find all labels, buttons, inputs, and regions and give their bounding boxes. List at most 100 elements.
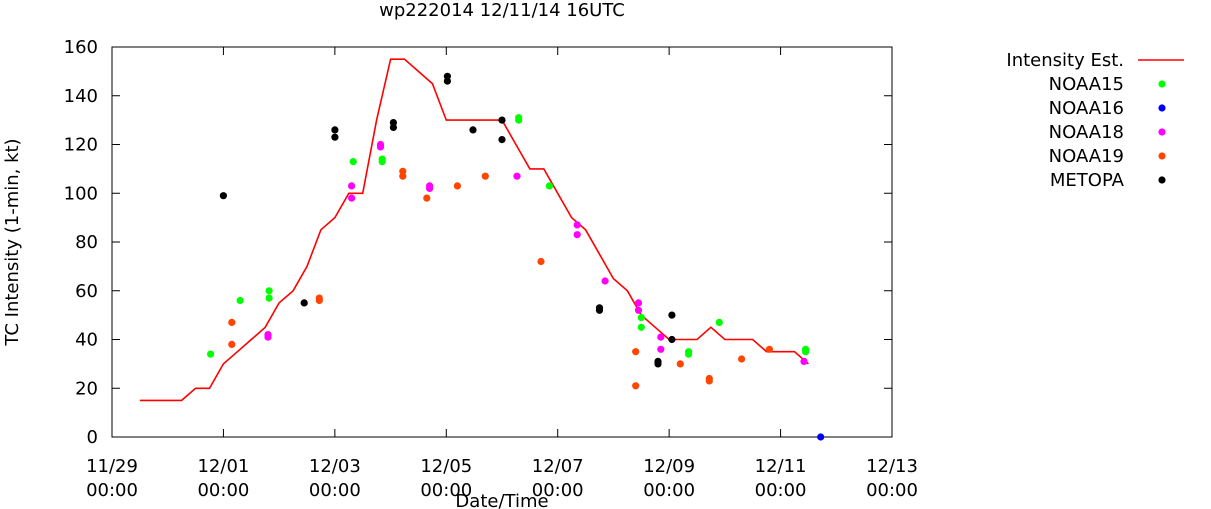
data-point-noaa19 <box>228 318 236 326</box>
data-point-noaa18 <box>348 182 356 190</box>
data-point-noaa18 <box>657 333 665 341</box>
data-point-metopa <box>331 126 339 134</box>
legend: Intensity Est. NOAA15 NOAA16 NOAA18 NOAA19 ME… <box>1006 50 1184 191</box>
x-tick-time: 00:00 <box>755 480 807 501</box>
data-point-metopa <box>300 299 308 307</box>
data-point-noaa19 <box>315 296 323 305</box>
y-tick-label: 80 <box>75 232 98 253</box>
data-point-noaa19 <box>676 360 684 368</box>
data-point-noaa15 <box>637 323 645 331</box>
data-point-noaa19 <box>399 172 407 180</box>
data-point-noaa18 <box>426 184 434 192</box>
data-point-noaa18 <box>601 277 609 285</box>
y-tick-label: 0 <box>87 427 98 448</box>
y-tick-label: 140 <box>64 86 98 107</box>
x-tick-time: 00:00 <box>643 480 695 501</box>
axes-layer: 0 20 40 60 80 100 120 140 160 11/29 00:00 12/01 00:0… <box>64 37 918 501</box>
data-point-noaa15 <box>265 294 273 302</box>
data-point-noaa19 <box>453 182 461 190</box>
data-point-noaa18 <box>348 194 356 202</box>
x-tick-time: 00:00 <box>532 480 584 501</box>
data-point-noaa18 <box>513 172 521 180</box>
data-point-noaa18 <box>657 345 665 353</box>
x-tick-date: 12/07 <box>532 456 584 477</box>
x-tick-time: 00:00 <box>309 480 361 501</box>
data-point-noaa15 <box>685 350 693 358</box>
y-tick-label: 160 <box>64 37 98 58</box>
y-tick-label: 20 <box>75 378 98 399</box>
data-point-noaa18 <box>634 299 643 307</box>
legend-swatch-noaa19 <box>1158 152 1166 160</box>
data-point-noaa19 <box>632 382 640 390</box>
data-point-metopa <box>654 360 662 368</box>
data-point-noaa15 <box>349 158 357 166</box>
x-tick-date: 12/13 <box>866 456 918 477</box>
data-point-noaa15 <box>515 116 523 124</box>
data-point-noaa15 <box>265 287 273 295</box>
y-tick-label: 100 <box>64 183 98 204</box>
legend-label-noaa19: NOAA19 <box>1049 146 1124 167</box>
data-point-noaa19 <box>423 194 431 202</box>
data-point-noaa15 <box>236 296 244 305</box>
data-point-noaa15 <box>545 182 554 190</box>
legend-swatch-noaa15 <box>1158 80 1166 88</box>
data-point-metopa <box>668 335 676 344</box>
data-point-noaa19 <box>228 340 236 348</box>
x-tick-time: 00:00 <box>197 480 249 501</box>
data-point-metopa <box>443 77 451 85</box>
data-point-noaa15 <box>802 348 810 356</box>
legend-label-noaa18: NOAA18 <box>1049 122 1124 143</box>
data-point-metopa <box>668 311 676 319</box>
data-point-noaa18 <box>800 357 808 365</box>
x-tick-time: 00:00 <box>866 480 918 501</box>
data-point-noaa19 <box>632 348 640 356</box>
data-point-metopa <box>389 123 397 131</box>
data-point-metopa <box>331 133 339 141</box>
data-point-noaa15 <box>715 318 723 326</box>
data-point-metopa <box>498 116 506 124</box>
legend-label-metopa: METOPA <box>1050 170 1125 191</box>
legend-swatch-metopa <box>1158 176 1166 184</box>
x-tick-date: 12/01 <box>197 456 249 477</box>
data-point-noaa19 <box>481 172 489 180</box>
data-point-metopa <box>219 192 227 200</box>
x-axis-label: Date/Time <box>455 491 548 509</box>
x-tick-time: 00:00 <box>420 480 472 501</box>
x-tick-time: 00:00 <box>86 480 138 501</box>
data-point-metopa <box>469 126 477 134</box>
legend-swatch-noaa16 <box>1158 104 1166 112</box>
y-axis-label: TC Intensity (1-min, kt) <box>2 138 23 346</box>
plot-frame <box>111 46 893 438</box>
data-point-noaa18 <box>573 231 581 239</box>
legend-label-intensity-est: Intensity Est. <box>1006 50 1124 71</box>
data-point-metopa <box>595 306 604 314</box>
data-point-noaa18 <box>573 221 581 229</box>
data-point-noaa16 <box>817 433 825 441</box>
y-tick-label: 40 <box>75 330 98 351</box>
x-tick-date: 12/03 <box>309 456 361 477</box>
legend-label-noaa16: NOAA16 <box>1049 98 1124 119</box>
x-tick-date: 12/09 <box>643 456 695 477</box>
series-layer <box>139 58 825 441</box>
y-tick-label: 60 <box>75 281 98 302</box>
data-point-noaa15 <box>207 350 215 358</box>
series-line-intensity-est <box>139 58 809 402</box>
x-tick-date: 12/11 <box>755 456 807 477</box>
legend-swatch-noaa18 <box>1158 128 1166 136</box>
x-tick-date: 12/05 <box>420 456 472 477</box>
data-point-noaa18 <box>634 306 643 314</box>
data-point-noaa19 <box>738 355 746 363</box>
data-point-noaa19 <box>765 345 774 353</box>
x-tick-date: 11/29 <box>86 456 138 477</box>
data-point-metopa <box>498 136 506 144</box>
data-point-noaa18 <box>376 143 385 151</box>
data-point-noaa15 <box>378 158 386 166</box>
data-point-noaa18 <box>264 333 272 341</box>
y-tick-label: 120 <box>64 135 98 156</box>
data-point-noaa15 <box>637 314 645 322</box>
chart-title: wp222014 12/11/14 16UTC <box>379 0 625 21</box>
legend-label-noaa15: NOAA15 <box>1049 74 1124 95</box>
data-point-noaa19 <box>537 257 545 266</box>
data-point-noaa19 <box>705 377 713 385</box>
